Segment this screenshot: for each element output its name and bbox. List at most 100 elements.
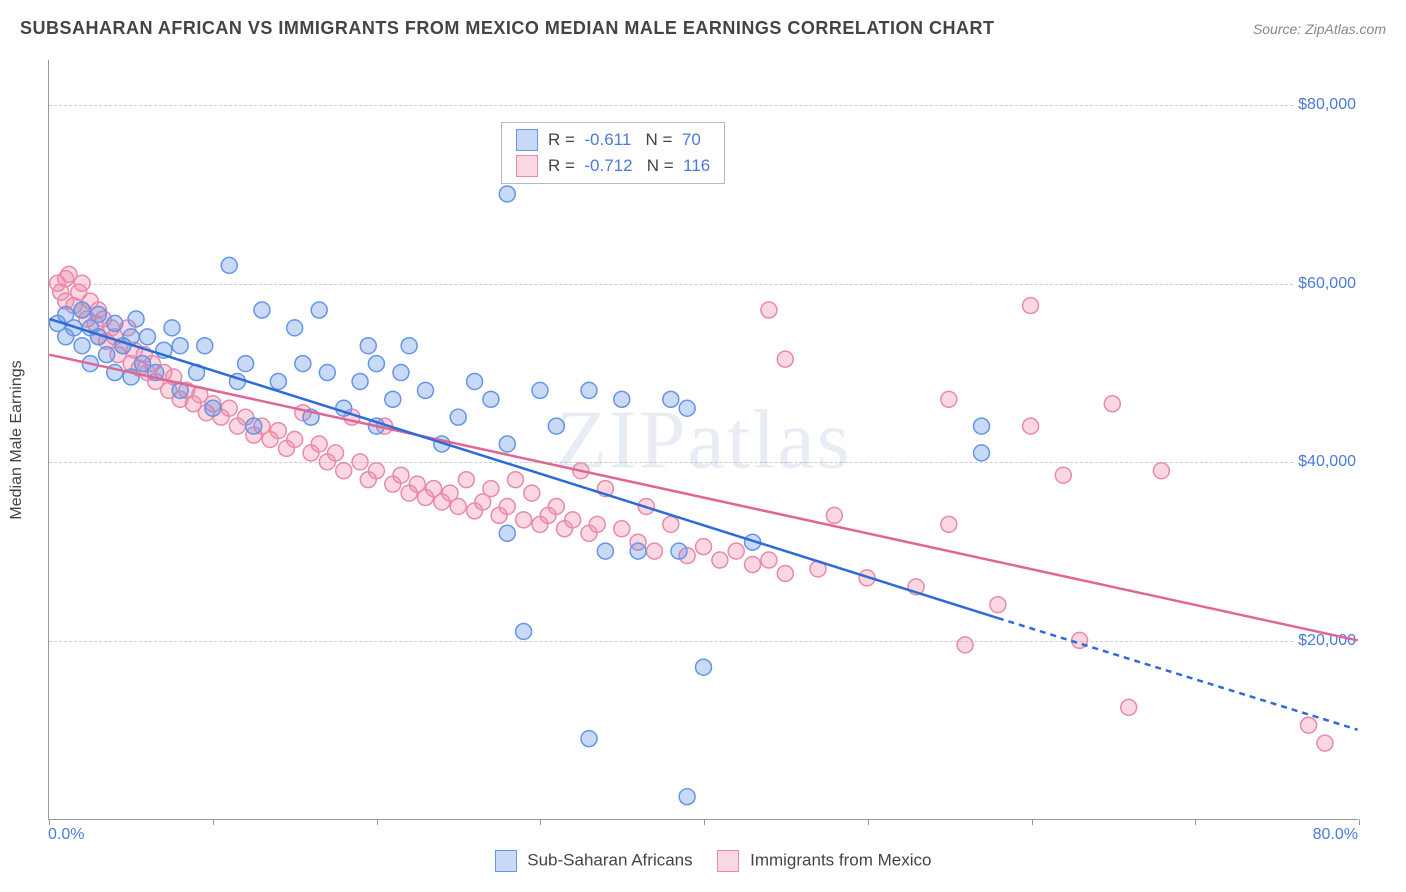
data-point (1317, 735, 1333, 751)
data-point (1055, 467, 1071, 483)
data-point (548, 418, 564, 434)
data-point (221, 400, 237, 416)
data-point (671, 543, 687, 559)
data-point (1023, 298, 1039, 314)
data-point (745, 557, 761, 573)
data-point (311, 436, 327, 452)
data-point (99, 347, 115, 363)
data-point (221, 257, 237, 273)
data-point (499, 186, 515, 202)
data-point (1121, 699, 1137, 715)
data-point (1301, 717, 1317, 733)
data-point (328, 445, 344, 461)
xtick (1032, 819, 1033, 825)
plot-area: ZIPatlas R = -0.611 N = 70 R = -0.712 N … (48, 60, 1358, 820)
data-point (254, 302, 270, 318)
xtick (1359, 819, 1360, 825)
data-point (393, 365, 409, 381)
xtick (868, 819, 869, 825)
xtick (540, 819, 541, 825)
xtick (1195, 819, 1196, 825)
data-point (516, 623, 532, 639)
data-point (295, 356, 311, 372)
data-point (974, 418, 990, 434)
swatch-b-icon (516, 155, 538, 177)
data-point (524, 485, 540, 501)
data-point (826, 507, 842, 523)
data-point (679, 789, 695, 805)
data-point (941, 391, 957, 407)
data-point (777, 565, 793, 581)
regression-line (49, 355, 1357, 641)
data-point (597, 543, 613, 559)
series-b-label: Immigrants from Mexico (750, 850, 931, 869)
xtick (49, 819, 50, 825)
stats-row-a: R = -0.611 N = 70 (516, 127, 710, 153)
data-point (74, 338, 90, 354)
data-point (90, 306, 106, 322)
data-point (270, 423, 286, 439)
series-a-label: Sub-Saharan Africans (527, 850, 692, 869)
xmin-label: 0.0% (48, 826, 84, 844)
data-point (630, 543, 646, 559)
data-point (499, 498, 515, 514)
xtick (213, 819, 214, 825)
data-point (1104, 396, 1120, 412)
xmax-label: 80.0% (1313, 826, 1358, 844)
data-point (581, 382, 597, 398)
data-point (957, 637, 973, 653)
data-point (139, 329, 155, 345)
data-point (646, 543, 662, 559)
data-point (352, 454, 368, 470)
data-point (368, 356, 384, 372)
data-point (238, 356, 254, 372)
data-point (499, 436, 515, 452)
data-point (679, 400, 695, 416)
data-point (712, 552, 728, 568)
data-point (172, 338, 188, 354)
data-point (548, 498, 564, 514)
data-point (450, 409, 466, 425)
data-point (352, 373, 368, 389)
data-point (467, 373, 483, 389)
data-point (565, 512, 581, 528)
data-point (74, 302, 90, 318)
chart-title: SUBSAHARAN AFRICAN VS IMMIGRANTS FROM ME… (20, 18, 995, 39)
data-point (360, 338, 376, 354)
data-point (401, 338, 417, 354)
data-point (270, 373, 286, 389)
data-point (128, 311, 144, 327)
stats-legend: R = -0.611 N = 70 R = -0.712 N = 116 (501, 122, 725, 184)
data-point (1153, 463, 1169, 479)
data-point (287, 432, 303, 448)
yaxis-title: Median Male Earnings (8, 360, 26, 519)
data-point (990, 597, 1006, 613)
data-point (368, 463, 384, 479)
data-point (450, 498, 466, 514)
data-point (663, 391, 679, 407)
source-label: Source: ZipAtlas.com (1253, 21, 1386, 37)
data-point (246, 418, 262, 434)
data-point (393, 467, 409, 483)
data-point (941, 516, 957, 532)
data-point (507, 472, 523, 488)
data-point (761, 552, 777, 568)
xtick (377, 819, 378, 825)
regression-line (998, 618, 1358, 730)
data-point (205, 400, 221, 416)
data-point (532, 382, 548, 398)
data-point (311, 302, 327, 318)
data-point (458, 472, 474, 488)
data-point (516, 512, 532, 528)
data-point (197, 338, 213, 354)
data-point (418, 382, 434, 398)
data-point (761, 302, 777, 318)
regression-line (49, 319, 998, 618)
swatch-a-icon (516, 129, 538, 151)
r-label-b: R = -0.712 N = 116 (548, 153, 710, 179)
data-point (777, 351, 793, 367)
r-label-a: R = -0.611 N = 70 (548, 127, 701, 153)
swatch-b-icon (717, 850, 739, 872)
data-point (581, 731, 597, 747)
data-point (483, 391, 499, 407)
